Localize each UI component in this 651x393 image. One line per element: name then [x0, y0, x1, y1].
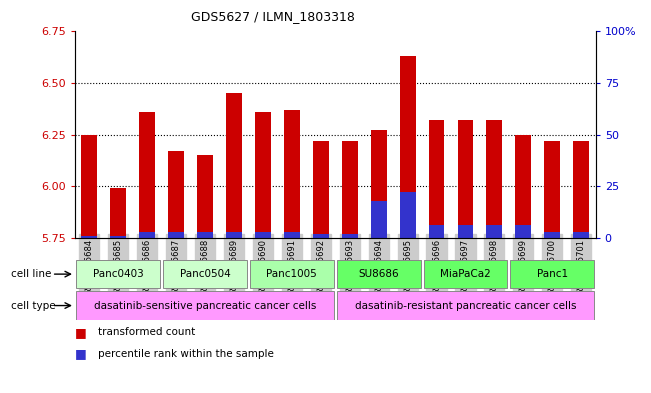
Text: Panc1005: Panc1005: [266, 269, 317, 279]
Bar: [284, 231, 300, 238]
Bar: [139, 112, 155, 238]
Text: cell line: cell line: [11, 269, 51, 279]
Bar: [337, 260, 421, 288]
Bar: [337, 292, 594, 320]
Text: dasatinib-sensitive pancreatic cancer cells: dasatinib-sensitive pancreatic cancer ce…: [94, 301, 316, 310]
Bar: [458, 225, 473, 238]
Text: percentile rank within the sample: percentile rank within the sample: [98, 349, 273, 359]
Bar: [510, 260, 594, 288]
Bar: [76, 292, 334, 320]
Bar: [516, 225, 531, 238]
Bar: [250, 260, 334, 288]
Bar: [400, 192, 415, 238]
Bar: [428, 120, 445, 238]
Bar: [139, 231, 155, 238]
Bar: [168, 231, 184, 238]
Bar: [486, 120, 503, 238]
Text: MiaPaCa2: MiaPaCa2: [440, 269, 491, 279]
Bar: [486, 225, 503, 238]
Text: ■: ■: [75, 347, 87, 360]
Bar: [544, 231, 561, 238]
Text: Panc0403: Panc0403: [93, 269, 144, 279]
Bar: [516, 134, 531, 238]
Bar: [544, 141, 561, 238]
Bar: [110, 188, 126, 238]
Bar: [255, 231, 271, 238]
Text: transformed count: transformed count: [98, 327, 195, 337]
Bar: [255, 112, 271, 238]
Text: cell type: cell type: [11, 301, 56, 310]
Text: Panc1: Panc1: [536, 269, 568, 279]
Text: Panc0504: Panc0504: [180, 269, 230, 279]
Text: dasatinib-resistant pancreatic cancer cells: dasatinib-resistant pancreatic cancer ce…: [355, 301, 576, 310]
Bar: [400, 56, 415, 238]
Text: GDS5627 / ILMN_1803318: GDS5627 / ILMN_1803318: [191, 10, 355, 23]
Text: SU8686: SU8686: [358, 269, 399, 279]
Bar: [226, 93, 242, 238]
Bar: [197, 231, 213, 238]
Bar: [342, 141, 357, 238]
Bar: [424, 260, 507, 288]
Bar: [81, 134, 97, 238]
Bar: [458, 120, 473, 238]
Bar: [342, 233, 357, 238]
Bar: [163, 260, 247, 288]
Text: ■: ■: [75, 325, 87, 339]
Bar: [370, 200, 387, 238]
Bar: [81, 236, 97, 238]
Bar: [197, 155, 213, 238]
Bar: [168, 151, 184, 238]
Bar: [76, 260, 160, 288]
Bar: [574, 141, 589, 238]
Bar: [110, 236, 126, 238]
Bar: [428, 225, 445, 238]
Bar: [284, 110, 300, 238]
Bar: [313, 233, 329, 238]
Bar: [574, 231, 589, 238]
Bar: [313, 141, 329, 238]
Bar: [370, 130, 387, 238]
Bar: [226, 231, 242, 238]
